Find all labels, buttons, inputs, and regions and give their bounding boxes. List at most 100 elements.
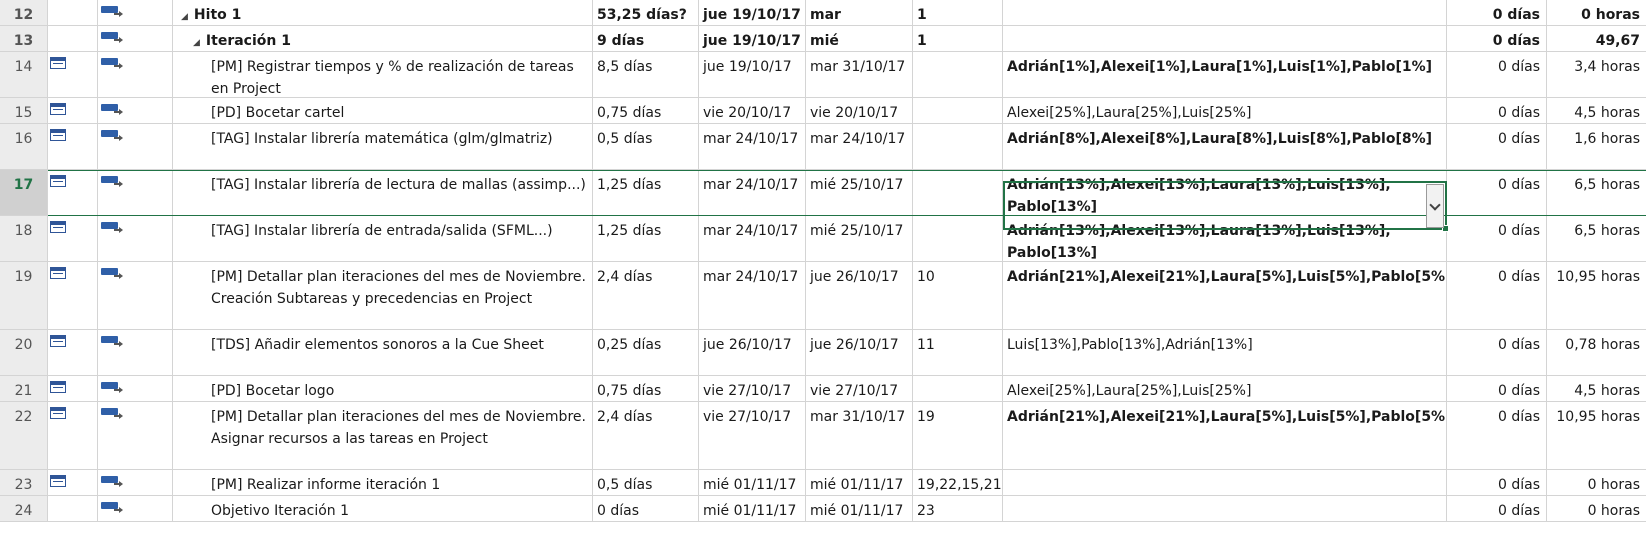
total-slack-cell[interactable]: 0 días [1447, 330, 1547, 375]
duration-cell[interactable]: 0,75 días [593, 376, 699, 401]
task-row[interactable]: 20 [TDS] Añadir elementos sonoros a la Cu… [0, 330, 1646, 376]
duration-cell[interactable]: 0 días [593, 496, 699, 521]
predecessors-cell[interactable] [913, 376, 1003, 401]
end-cell[interactable]: jue 26/10/17 [806, 262, 913, 329]
row-id[interactable]: 19 [0, 262, 48, 329]
end-cell[interactable]: mié 01/11/17 [806, 26, 913, 51]
start-cell[interactable]: vie 27/10/17 [699, 402, 806, 469]
row-id[interactable]: 12 [0, 0, 48, 25]
task-row[interactable]: 21 [PD] Bocetar logo 0,75 días vie 27/10/17… [0, 376, 1646, 402]
start-cell[interactable]: vie 20/10/17 [699, 98, 806, 123]
row-id[interactable]: 15 [0, 98, 48, 123]
predecessors-cell[interactable]: 1 [913, 0, 1003, 25]
row-id[interactable]: 21 [0, 376, 48, 401]
work-cell[interactable]: 4,5 horas [1574, 105, 1640, 121]
total-slack-cell[interactable]: 0 días [1447, 262, 1547, 329]
task-name-cell[interactable]: ◢ Iteración 1 [173, 26, 593, 51]
row-id[interactable]: 22 [0, 402, 48, 469]
end-cell[interactable]: mar 31/10/17 [806, 52, 913, 97]
start-cell[interactable]: mar 24/10/17 [699, 124, 806, 169]
total-slack-cell[interactable]: 0 días [1447, 376, 1547, 401]
work-cell[interactable]: 6,5 horas [1574, 223, 1640, 239]
end-cell[interactable]: mar 24/10/17 [806, 124, 913, 169]
duration-cell[interactable]: 2,4 días [593, 262, 699, 329]
task-row[interactable]: 15 [PD] Bocetar cartel 0,75 días vie 20/10/… [0, 98, 1646, 124]
resource-names-cell[interactable]: Alexei[25%],Laura[25%],Luis[25%] [1003, 376, 1447, 401]
work-cell[interactable]: 0 horas [1581, 7, 1640, 23]
start-cell[interactable]: jue 19/10/17 [699, 0, 806, 25]
duration-cell[interactable]: 1,25 días [593, 216, 699, 261]
total-slack-cell[interactable]: 0 días [1447, 402, 1547, 469]
total-slack-cell[interactable]: 0 días [1447, 170, 1547, 215]
work-cell[interactable]: 10,95 horas [1556, 269, 1640, 285]
task-name-cell[interactable]: [PM] Realizar informe iteración 1 [173, 470, 593, 495]
task-mode-cell[interactable] [98, 216, 173, 261]
resource-names-cell[interactable]: Adrián[21%],Alexei[21%],Laura[5%],Luis[5… [1003, 262, 1447, 329]
predecessors-cell[interactable]: 23 [913, 496, 1003, 521]
resource-names-cell[interactable]: Adrián[13%],Alexei[13%],Laura[13%],Luis[… [1003, 216, 1447, 261]
work-cell[interactable]: 0 horas [1587, 477, 1640, 493]
task-mode-cell[interactable] [98, 262, 173, 329]
task-name-cell[interactable]: [PD] Bocetar logo [173, 376, 593, 401]
start-cell[interactable]: jue 19/10/17 [699, 26, 806, 51]
task-name-cell[interactable]: [PD] Bocetar cartel [173, 98, 593, 123]
task-name-cell[interactable]: [PM] Detallar plan iteraciones del mes d… [173, 402, 593, 469]
task-row[interactable]: 16 [TAG] Instalar librería matemática (gl… [0, 124, 1646, 170]
end-cell[interactable]: mié 01/11/17 [806, 496, 913, 521]
resource-names-cell[interactable]: Adrián[8%],Alexei[8%],Laura[8%],Luis[8%]… [1003, 124, 1447, 169]
resource-names-cell[interactable]: Alexei[25%],Laura[25%],Luis[25%] [1003, 98, 1447, 123]
row-id[interactable]: 18 [0, 216, 48, 261]
task-mode-cell[interactable] [98, 376, 173, 401]
predecessors-cell[interactable]: 19 [913, 402, 1003, 469]
end-cell[interactable]: vie 20/10/17 [806, 98, 913, 123]
resource-dropdown-button[interactable] [1426, 184, 1444, 228]
row-id[interactable]: 20 [0, 330, 48, 375]
predecessors-cell[interactable] [913, 52, 1003, 97]
start-cell[interactable]: mar 24/10/17 [699, 170, 806, 215]
task-mode-cell[interactable] [98, 0, 173, 25]
duration-cell[interactable]: 0,75 días [593, 98, 699, 123]
predecessors-cell[interactable]: 1 [913, 26, 1003, 51]
duration-cell[interactable]: 9 días [593, 26, 699, 51]
duration-cell[interactable]: 0,5 días [593, 470, 699, 495]
total-slack-cell[interactable]: 0 días [1447, 470, 1547, 495]
start-cell[interactable]: mar 24/10/17 [699, 262, 806, 329]
end-cell[interactable]: mié 25/10/17 [806, 170, 913, 215]
task-mode-cell[interactable] [98, 170, 173, 215]
work-cell[interactable]: 3,4 horas [1574, 59, 1640, 75]
start-cell[interactable]: jue 26/10/17 [699, 330, 806, 375]
task-mode-cell[interactable] [98, 496, 173, 521]
predecessors-cell[interactable] [913, 216, 1003, 261]
duration-cell[interactable]: 1,25 días [593, 170, 699, 215]
task-row[interactable]: 19 [PM] Detallar plan iteraciones del mes… [0, 262, 1646, 330]
task-row[interactable]: 22 [PM] Detallar plan iteraciones del mes… [0, 402, 1646, 470]
task-mode-cell[interactable] [98, 52, 173, 97]
start-cell[interactable]: mar 24/10/17 [699, 216, 806, 261]
resource-names-cell[interactable] [1003, 0, 1447, 25]
task-name-cell[interactable]: [PM] Registrar tiempos y % de realizació… [173, 52, 593, 97]
predecessors-cell[interactable] [913, 170, 1003, 215]
collapse-triangle-icon[interactable]: ◢ [193, 38, 200, 48]
task-row[interactable]: 14 [PM] Registrar tiempos y % de realizac… [0, 52, 1646, 98]
task-mode-cell[interactable] [98, 98, 173, 123]
resource-names-cell[interactable] [1003, 496, 1447, 521]
resource-names-cell[interactable]: Adrián[21%],Alexei[21%],Laura[5%],Luis[5… [1003, 402, 1447, 469]
end-cell[interactable]: mar 02/01/18 [806, 0, 913, 25]
duration-cell[interactable]: 2,4 días [593, 402, 699, 469]
start-cell[interactable]: mié 01/11/17 [699, 496, 806, 521]
resource-names-cell[interactable]: Adrián[1%],Alexei[1%],Laura[1%],Luis[1%]… [1003, 52, 1447, 97]
end-cell[interactable]: mar 31/10/17 [806, 402, 913, 469]
task-name-cell[interactable]: [TAG] Instalar librería de lectura de ma… [173, 170, 593, 215]
task-name-cell[interactable]: [TAG] Instalar librería matemática (glm/… [173, 124, 593, 169]
end-cell[interactable]: mié 01/11/17 [806, 470, 913, 495]
task-row[interactable]: 17 [TAG] Instalar librería de lectura de … [0, 170, 1646, 216]
resource-names-cell[interactable] [1003, 470, 1447, 495]
end-cell[interactable]: mié 25/10/17 [806, 216, 913, 261]
total-slack-cell[interactable]: 0 días [1447, 124, 1547, 169]
predecessors-cell[interactable] [913, 124, 1003, 169]
row-id[interactable]: 14 [0, 52, 48, 97]
resource-names-cell[interactable]: Luis[13%],Pablo[13%],Adrián[13%] [1003, 330, 1447, 375]
